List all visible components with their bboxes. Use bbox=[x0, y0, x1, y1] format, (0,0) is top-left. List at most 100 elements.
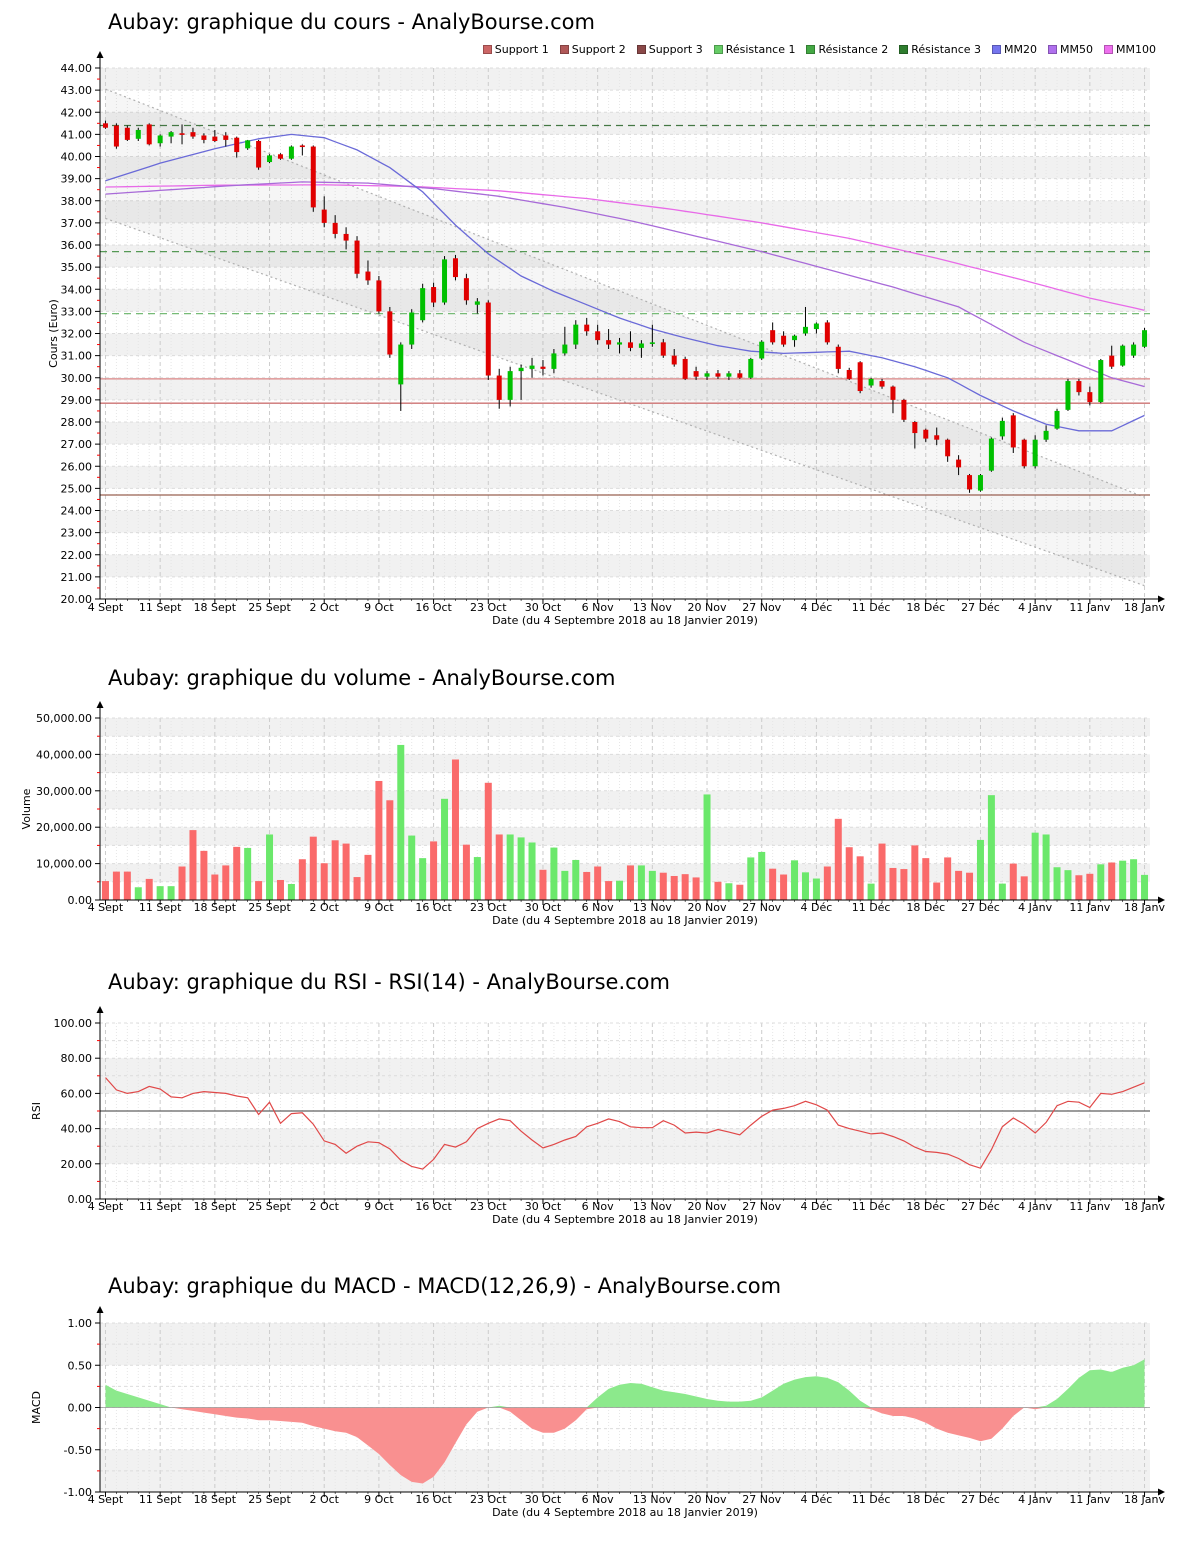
svg-text:31.00: 31.00 bbox=[61, 350, 93, 363]
macd-chart: -1.00 -0.50 0.00 0.50 1.00 4 Sept 11 Sept 18 Se… bbox=[30, 1306, 1165, 1519]
svg-text:4 Déc: 4 Déc bbox=[801, 601, 833, 614]
svg-text:4 Déc: 4 Déc bbox=[801, 1493, 833, 1506]
macd-positive-area bbox=[105, 1359, 1145, 1408]
svg-text:Date (du 4 Septembre 2018 au 1: Date (du 4 Septembre 2018 au 18 Janvier … bbox=[492, 614, 758, 627]
svg-text:4 Déc: 4 Déc bbox=[801, 1200, 833, 1213]
svg-text:11 Sept: 11 Sept bbox=[139, 1493, 182, 1506]
svg-text:10,000.00: 10,000.00 bbox=[36, 858, 92, 871]
svg-text:6 Nov: 6 Nov bbox=[582, 1493, 614, 1506]
svg-text:4 Sept: 4 Sept bbox=[88, 1493, 124, 1506]
legend-swatch bbox=[559, 45, 569, 54]
legend-item-résistance-3: Résistance 3 bbox=[899, 43, 981, 56]
svg-text:2 Oct: 2 Oct bbox=[309, 601, 339, 614]
svg-text:30,000.00: 30,000.00 bbox=[36, 785, 92, 798]
svg-text:60.00: 60.00 bbox=[61, 1087, 93, 1100]
svg-text:30.00: 30.00 bbox=[61, 372, 93, 385]
price-chart-title: Aubay: graphique du cours - AnalyBourse.… bbox=[108, 10, 595, 34]
svg-text:16 Oct: 16 Oct bbox=[415, 1200, 452, 1213]
svg-text:35.00: 35.00 bbox=[61, 261, 93, 274]
svg-text:11 Déc: 11 Déc bbox=[852, 901, 891, 914]
svg-text:2 Oct: 2 Oct bbox=[309, 1493, 339, 1506]
svg-text:18 Déc: 18 Déc bbox=[906, 1493, 945, 1506]
svg-text:20 Nov: 20 Nov bbox=[688, 1200, 727, 1213]
volume-bars bbox=[101, 744, 1149, 900]
svg-text:27 Nov: 27 Nov bbox=[742, 1200, 781, 1213]
price-chart: 20.00 21.00 22.00 23.00 24.00 25.00 26.00 27.00… bbox=[47, 51, 1165, 627]
svg-text:MACD: MACD bbox=[30, 1391, 43, 1424]
legend-label: Résistance 2 bbox=[818, 43, 889, 56]
legend-swatch bbox=[992, 45, 1002, 54]
svg-text:6 Nov: 6 Nov bbox=[582, 601, 614, 614]
svg-text:32.00: 32.00 bbox=[61, 328, 93, 341]
svg-text:13 Nov: 13 Nov bbox=[633, 1493, 672, 1506]
legend-item-mm50: MM50 bbox=[1048, 43, 1093, 56]
svg-text:9 Oct: 9 Oct bbox=[364, 1493, 394, 1506]
volume-chart: 0.00 10,000.00 20,000.00 30,000.00 40,000.00… bbox=[20, 701, 1165, 927]
svg-text:27 Nov: 27 Nov bbox=[742, 601, 781, 614]
svg-text:Cours (Euro): Cours (Euro) bbox=[47, 299, 60, 368]
svg-text:11 Déc: 11 Déc bbox=[852, 1493, 891, 1506]
legend-item-support-3: Support 3 bbox=[636, 43, 703, 56]
svg-text:43.00: 43.00 bbox=[61, 84, 93, 97]
svg-text:23.00: 23.00 bbox=[61, 527, 93, 540]
svg-text:18 Déc: 18 Déc bbox=[906, 901, 945, 914]
svg-text:20.00: 20.00 bbox=[61, 593, 93, 606]
svg-text:RSI: RSI bbox=[30, 1102, 43, 1120]
svg-text:42.00: 42.00 bbox=[61, 106, 93, 119]
svg-text:Date (du 4 Septembre 2018 au 1: Date (du 4 Septembre 2018 au 18 Janvier … bbox=[492, 914, 758, 927]
svg-text:18 Janv: 18 Janv bbox=[1124, 901, 1165, 914]
svg-text:38.00: 38.00 bbox=[61, 195, 93, 208]
svg-text:4 Janv: 4 Janv bbox=[1018, 601, 1052, 614]
svg-text:80.00: 80.00 bbox=[61, 1052, 93, 1065]
svg-text:26.00: 26.00 bbox=[61, 460, 93, 473]
svg-text:41.00: 41.00 bbox=[61, 128, 93, 141]
svg-text:13 Nov: 13 Nov bbox=[633, 901, 672, 914]
legend-swatch bbox=[899, 45, 909, 54]
svg-text:18 Sept: 18 Sept bbox=[194, 901, 237, 914]
svg-text:18 Sept: 18 Sept bbox=[194, 1200, 237, 1213]
svg-text:4 Janv: 4 Janv bbox=[1018, 901, 1052, 914]
legend-item-support-1: Support 1 bbox=[482, 43, 549, 56]
svg-text:20 Nov: 20 Nov bbox=[688, 901, 727, 914]
svg-text:4 Sept: 4 Sept bbox=[88, 1200, 124, 1213]
svg-text:36.00: 36.00 bbox=[61, 239, 93, 252]
legend-swatch bbox=[713, 45, 723, 54]
svg-text:18 Janv: 18 Janv bbox=[1124, 1493, 1165, 1506]
svg-text:16 Oct: 16 Oct bbox=[415, 601, 452, 614]
svg-text:Date (du 4 Septembre 2018 au 1: Date (du 4 Septembre 2018 au 18 Janvier … bbox=[492, 1506, 758, 1519]
rsi-chart-title: Aubay: graphique du RSI - RSI(14) - Anal… bbox=[108, 970, 670, 994]
svg-text:20 Nov: 20 Nov bbox=[688, 601, 727, 614]
svg-text:22.00: 22.00 bbox=[61, 549, 93, 562]
svg-text:-0.50: -0.50 bbox=[64, 1444, 92, 1457]
macd-chart-title: Aubay: graphique du MACD - MACD(12,26,9)… bbox=[108, 1274, 782, 1298]
svg-text:21.00: 21.00 bbox=[61, 571, 93, 584]
svg-text:20,000.00: 20,000.00 bbox=[36, 821, 92, 834]
svg-text:30 Oct: 30 Oct bbox=[525, 901, 562, 914]
svg-text:37.00: 37.00 bbox=[61, 217, 93, 230]
svg-text:-1.00: -1.00 bbox=[64, 1486, 92, 1499]
legend-item-résistance-1: Résistance 1 bbox=[713, 43, 795, 56]
svg-text:11 Sept: 11 Sept bbox=[139, 1200, 182, 1213]
svg-text:16 Oct: 16 Oct bbox=[415, 901, 452, 914]
svg-text:18 Déc: 18 Déc bbox=[906, 601, 945, 614]
svg-text:23 Oct: 23 Oct bbox=[470, 601, 507, 614]
svg-text:13 Nov: 13 Nov bbox=[633, 1200, 672, 1213]
svg-text:29.00: 29.00 bbox=[61, 394, 93, 407]
svg-text:6 Nov: 6 Nov bbox=[582, 1200, 614, 1213]
price-chart-legend: Support 1 Support 2 Support 3 Résistance 1 R… bbox=[482, 43, 1156, 56]
svg-text:20 Nov: 20 Nov bbox=[688, 1493, 727, 1506]
svg-text:0.00: 0.00 bbox=[68, 1402, 93, 1415]
svg-text:30 Oct: 30 Oct bbox=[525, 1200, 562, 1213]
svg-text:11 Déc: 11 Déc bbox=[852, 601, 891, 614]
svg-text:30 Oct: 30 Oct bbox=[525, 1493, 562, 1506]
svg-text:27 Nov: 27 Nov bbox=[742, 1493, 781, 1506]
svg-text:23 Oct: 23 Oct bbox=[470, 901, 507, 914]
svg-text:25 Sept: 25 Sept bbox=[248, 1200, 291, 1213]
rsi-chart: 0.00 20.00 40.00 60.00 80.00 100.00 4 Sept 11 S… bbox=[30, 1006, 1165, 1226]
svg-text:27 Déc: 27 Déc bbox=[961, 1493, 1000, 1506]
svg-text:4 Déc: 4 Déc bbox=[801, 901, 833, 914]
svg-text:18 Janv: 18 Janv bbox=[1124, 1200, 1165, 1213]
macd-negative-area bbox=[105, 1407, 1145, 1484]
